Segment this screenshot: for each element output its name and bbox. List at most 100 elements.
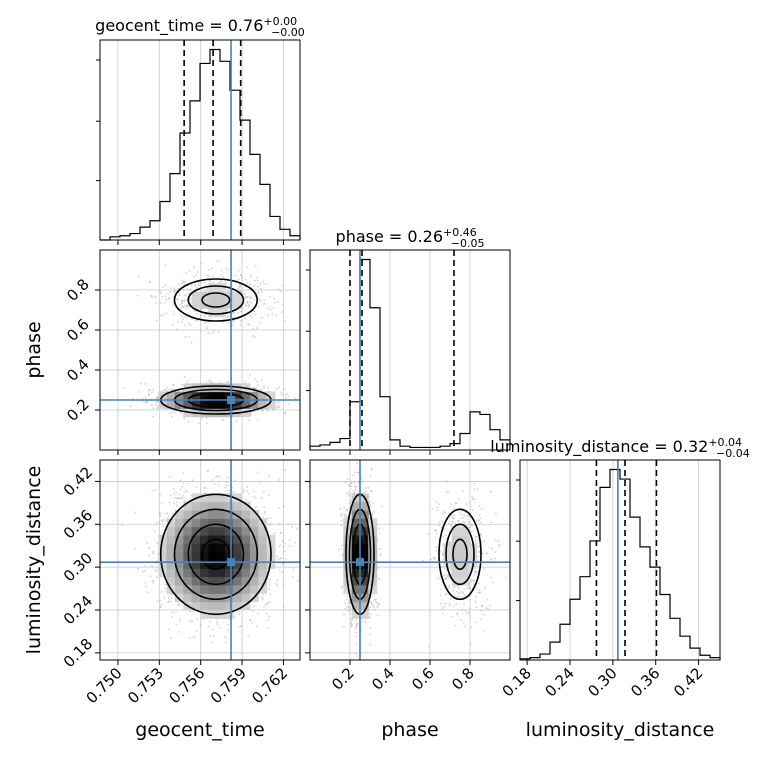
sample-point <box>283 469 286 471</box>
sample-point <box>277 288 280 291</box>
sample-point <box>180 307 183 310</box>
sample-point <box>167 293 169 296</box>
y-tick-label: 0.4 <box>63 355 93 385</box>
sample-point <box>225 484 228 487</box>
sample-point <box>264 512 266 515</box>
sample-point <box>266 307 269 310</box>
sample-point <box>169 600 172 603</box>
sample-point <box>182 283 185 286</box>
sample-point <box>204 322 207 325</box>
sample-point <box>228 484 231 487</box>
density-cell <box>208 593 218 603</box>
sample-point <box>240 274 242 277</box>
sample-point <box>251 316 253 319</box>
sample-point <box>246 300 249 303</box>
sample-point <box>464 609 467 612</box>
density-cell <box>216 291 226 301</box>
sample-point <box>373 511 375 513</box>
sample-point <box>267 627 269 629</box>
sample-point <box>278 386 281 389</box>
sample-point <box>237 610 240 613</box>
sample-point <box>155 319 158 322</box>
sample-point <box>286 392 289 395</box>
density-cell <box>241 593 251 603</box>
sample-point <box>199 314 202 317</box>
density-cell <box>241 408 251 418</box>
density-cell <box>266 535 276 544</box>
sample-point <box>210 317 212 320</box>
density-cell <box>233 526 243 536</box>
sample-point <box>254 497 257 499</box>
sample-point <box>243 489 246 491</box>
density-cell <box>216 568 226 578</box>
sample-point <box>244 305 247 308</box>
density-cell <box>200 510 209 519</box>
density-cell <box>233 585 243 594</box>
sample-point <box>183 293 186 296</box>
sample-point <box>181 389 184 392</box>
density-cell <box>250 510 259 519</box>
sample-point <box>156 396 159 399</box>
sample-point <box>167 297 170 300</box>
sample-point <box>179 303 182 306</box>
density-cell <box>166 560 176 569</box>
sample-point <box>164 295 167 297</box>
sample-point <box>208 625 211 628</box>
sample-point <box>185 307 188 310</box>
density-cell <box>208 601 218 611</box>
sample-point <box>247 295 250 298</box>
sample-point <box>292 568 295 571</box>
density-cell <box>183 585 193 594</box>
density-cell <box>225 543 234 553</box>
density-cell <box>216 560 226 569</box>
sample-point <box>255 506 257 509</box>
sample-point <box>160 519 163 522</box>
sample-point <box>356 623 358 626</box>
sample-point <box>134 511 137 514</box>
x-tick-label: 0.24 <box>541 664 577 700</box>
sample-point <box>254 279 256 282</box>
sample-point <box>291 525 293 528</box>
sample-point <box>154 404 157 406</box>
sample-point <box>178 497 181 500</box>
density-cell <box>241 391 251 401</box>
sample-point <box>172 411 175 414</box>
density-cell <box>200 560 209 569</box>
sample-point <box>264 604 267 607</box>
density-cell <box>258 576 268 586</box>
sample-point <box>253 336 256 338</box>
sample-point <box>181 279 184 282</box>
sample-point <box>226 623 229 626</box>
sample-point <box>192 636 195 638</box>
sample-point <box>246 322 249 325</box>
sample-point <box>195 485 198 488</box>
sample-point <box>478 505 481 507</box>
sample-point <box>260 388 262 391</box>
sample-point <box>168 596 170 599</box>
density-cell <box>241 400 251 409</box>
density-cell <box>208 518 218 528</box>
sample-point <box>282 284 284 287</box>
sample-point <box>252 310 255 313</box>
density-cell <box>208 576 218 586</box>
sample-point <box>222 276 225 278</box>
sample-point <box>205 417 208 419</box>
sample-point <box>243 303 246 305</box>
sample-point <box>164 388 167 391</box>
sample-point <box>178 493 181 496</box>
density-cell <box>191 518 201 528</box>
sample-point <box>200 282 203 285</box>
sample-point <box>160 292 162 295</box>
density-cell <box>241 551 251 561</box>
sample-point <box>202 486 205 489</box>
sample-point <box>268 588 271 591</box>
sample-point <box>226 381 229 384</box>
sample-point <box>183 499 186 502</box>
sample-point <box>280 531 283 534</box>
sample-point <box>271 313 274 315</box>
sample-point <box>263 606 265 609</box>
sample-point <box>240 289 242 292</box>
sample-point <box>227 289 230 292</box>
sample-point <box>486 552 489 555</box>
sample-point <box>165 386 168 389</box>
